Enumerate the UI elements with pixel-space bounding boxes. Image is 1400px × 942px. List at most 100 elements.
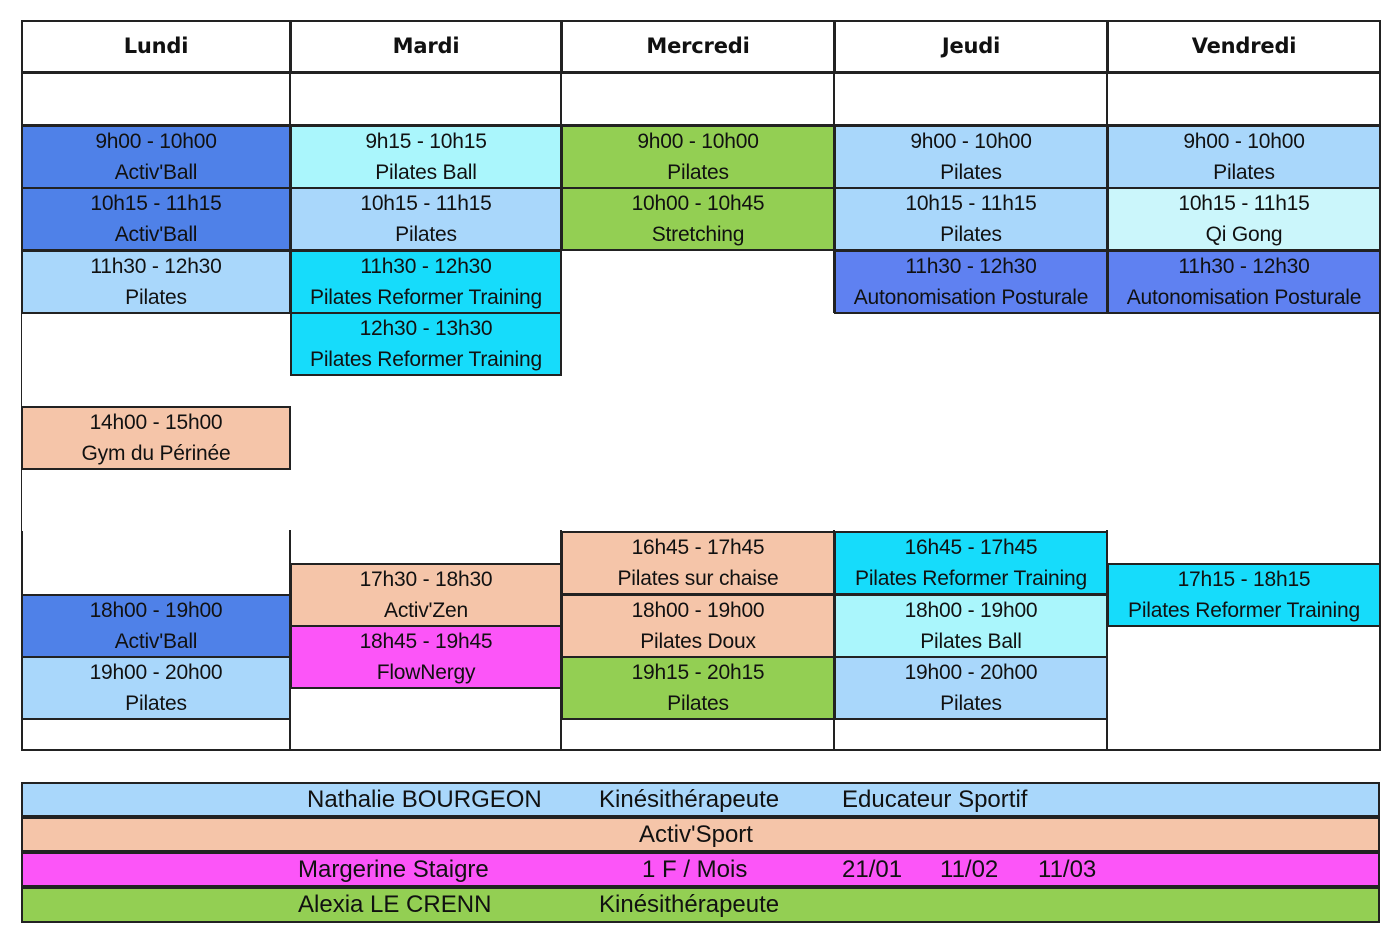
session-block[interactable]: 10h15 - 11h15 Pilates [290, 187, 562, 251]
session-name: Autonomisation Posturale [1126, 285, 1362, 309]
session-time: 18h00 - 19h00 [904, 598, 1038, 622]
legend-text: 11/03 [1038, 856, 1097, 883]
legend-text: Nathalie BOURGEON [307, 786, 542, 813]
session-time: 17h30 - 18h30 [359, 567, 493, 591]
session-name: Pilates [940, 691, 1002, 715]
session-time: 11h30 - 12h30 [360, 254, 492, 278]
session-name: Qi Gong [1205, 222, 1283, 246]
session-block[interactable]: 9h00 - 10h00 Pilates [1107, 125, 1381, 189]
legend-row: Nathalie BOURGEON Kinésithérapeute Educate… [21, 782, 1380, 817]
session-block[interactable]: 11h30 - 12h30 Pilates [21, 250, 291, 314]
session-name: Pilates [125, 285, 187, 309]
legend-text: 11/02 [940, 856, 999, 883]
session-time: 10h00 - 10h45 [631, 191, 765, 215]
session-time: 11h30 - 12h30 [905, 254, 1037, 278]
legend-text: Alexia LE CRENN [298, 891, 492, 918]
day-label: Lundi [123, 34, 189, 58]
session-time: 16h45 - 17h45 [631, 535, 765, 559]
session-name: Pilates Reformer Training [1128, 598, 1360, 622]
session-block[interactable]: 18h45 - 19h45 FlowNergy [290, 625, 562, 689]
session-time: 18h00 - 19h00 [631, 598, 765, 622]
session-time: 10h15 - 11h15 [1178, 191, 1310, 215]
legend-text: Activ'Sport [639, 821, 753, 848]
day-header-jeudi: Jeudi [834, 20, 1108, 73]
session-block[interactable]: 17h15 - 18h15 Pilates Reformer Training [1107, 563, 1381, 627]
session-name: Pilates Reformer Training [310, 285, 542, 309]
session-name: Pilates Doux [640, 629, 756, 653]
session-time: 12h30 - 13h30 [359, 316, 493, 340]
session-name: Pilates [940, 222, 1002, 246]
day-label: Vendredi [1191, 34, 1297, 58]
session-block[interactable]: 9h00 - 10h00 Activ'Ball [21, 125, 291, 189]
session-block[interactable]: 10h15 - 11h15 Qi Gong [1107, 187, 1381, 251]
session-name: Pilates [125, 691, 187, 715]
bottom-divider [21, 749, 1381, 751]
session-name: Stretching [651, 222, 745, 246]
session-time: 19h00 - 20h00 [904, 660, 1038, 684]
day-header-mercredi: Mercredi [561, 20, 835, 73]
session-block[interactable]: 10h15 - 11h15 Pilates [834, 187, 1108, 251]
session-block[interactable]: 14h00 - 15h00 Gym du Périnée [21, 406, 291, 470]
session-name: Activ'Ball [114, 160, 198, 184]
session-time: 17h15 - 18h15 [1177, 567, 1311, 591]
session-time: 11h30 - 12h30 [1178, 254, 1310, 278]
session-name: Autonomisation Posturale [853, 285, 1089, 309]
session-block[interactable]: 18h00 - 19h00 Activ'Ball [21, 594, 291, 658]
session-block[interactable]: 11h30 - 12h30 Autonomisation Posturale [834, 250, 1108, 314]
session-name: Pilates Ball [375, 160, 477, 184]
session-name: Pilates Reformer Training [310, 347, 542, 371]
session-time: 14h00 - 15h00 [89, 410, 223, 434]
session-block[interactable]: 18h00 - 19h00 Pilates Ball [834, 594, 1108, 658]
day-header-lundi: Lundi [21, 20, 291, 73]
legend-text: Educateur Sportif [842, 786, 1028, 813]
session-name: Pilates Reformer Training [855, 566, 1087, 590]
session-block[interactable]: 12h30 - 13h30 Pilates Reformer Training [290, 312, 562, 376]
day-label: Mercredi [646, 34, 750, 58]
session-block[interactable]: 19h00 - 20h00 Pilates [21, 656, 291, 720]
session-name: Activ'Ball [114, 222, 198, 246]
day-label: Jeudi [941, 34, 1001, 58]
legend-text: Kinésithérapeute [599, 786, 780, 813]
session-block[interactable]: 19h15 - 20h15 Pilates [561, 656, 835, 720]
session-time: 10h15 - 11h15 [360, 191, 492, 215]
header-divider [21, 72, 1381, 74]
session-block[interactable]: 9h00 - 10h00 Pilates [834, 125, 1108, 189]
session-block[interactable]: 11h30 - 12h30 Autonomisation Posturale [1107, 250, 1381, 314]
session-time: 18h00 - 19h00 [89, 598, 223, 622]
session-block[interactable]: 9h15 - 10h15 Pilates Ball [290, 125, 562, 189]
session-block[interactable]: 9h00 - 10h00 Pilates [561, 125, 835, 189]
legend-text: Kinésithérapeute [599, 891, 780, 918]
session-block[interactable]: 17h30 - 18h30 Activ'Zen [290, 563, 562, 627]
session-time: 9h00 - 10h00 [910, 129, 1032, 153]
session-name: Gym du Périnée [81, 441, 231, 465]
session-name: Pilates [395, 222, 457, 246]
session-block[interactable]: 16h45 - 17h45 Pilates Reformer Training [834, 531, 1108, 595]
session-block[interactable]: 10h00 - 10h45 Stretching [561, 187, 835, 251]
legend-text: 1 F / Mois [642, 856, 748, 883]
session-block[interactable]: 16h45 - 17h45 Pilates sur chaise [561, 531, 835, 595]
legend-text: Margerine Staigre [298, 856, 489, 883]
session-time: 10h15 - 11h15 [905, 191, 1037, 215]
legend-row: Margerine Staigre 1 F / Mois 21/01 11/02 11/… [21, 852, 1380, 887]
session-name: Pilates [667, 160, 729, 184]
session-name: FlowNergy [376, 660, 476, 684]
session-time: 11h30 - 12h30 [90, 254, 222, 278]
session-block[interactable]: 19h00 - 20h00 Pilates [834, 656, 1108, 720]
legend-row: Alexia LE CRENN Kinésithérapeute [21, 887, 1380, 923]
session-name: Pilates Ball [920, 629, 1022, 653]
session-time: 10h15 - 11h15 [90, 191, 222, 215]
session-block[interactable]: 18h00 - 19h00 Pilates Doux [561, 594, 835, 658]
session-time: 9h15 - 10h15 [365, 129, 487, 153]
session-block[interactable]: 11h30 - 12h30 Pilates Reformer Training [290, 250, 562, 314]
session-name: Pilates [667, 691, 729, 715]
session-time: 18h45 - 19h45 [359, 629, 493, 653]
session-name: Pilates [940, 160, 1002, 184]
session-block[interactable]: 10h15 - 11h15 Activ'Ball [21, 187, 291, 251]
legend-row: Activ'Sport [21, 817, 1380, 852]
session-time: 9h00 - 10h00 [1183, 129, 1305, 153]
day-label: Mardi [392, 34, 460, 58]
session-time: 19h00 - 20h00 [89, 660, 223, 684]
session-name: Pilates [1213, 160, 1275, 184]
session-name: Activ'Zen [384, 598, 468, 622]
